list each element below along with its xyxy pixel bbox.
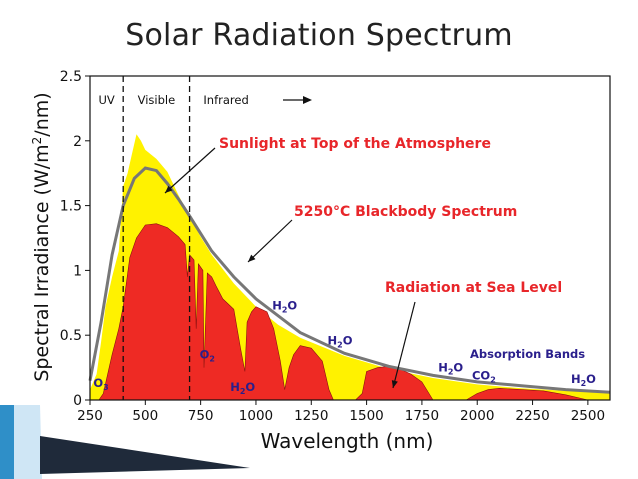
absorption-band-label: H2O — [272, 298, 297, 314]
x-tick-label: 2250 — [515, 408, 549, 424]
annotation-sea-level-label: Radiation at Sea Level — [385, 280, 562, 296]
region-label-uv: UV — [98, 93, 114, 107]
y-tick-label: 1 — [73, 263, 82, 279]
y-tick-label: 2.5 — [60, 69, 82, 85]
y-axis-label: Spectral Irradiance (W/m2/nm) — [30, 92, 53, 381]
absorption-band-label: H2O — [328, 333, 353, 349]
series-line-blackbody — [88, 166, 611, 394]
x-tick-label: 1500 — [349, 408, 383, 424]
y-tick-label: 2 — [73, 134, 82, 150]
x-tick-label: 2500 — [571, 408, 605, 424]
absorption-band-label: CO2 — [472, 368, 496, 384]
absorption-bands-title: Absorption Bands — [470, 347, 585, 361]
slide-title: Solar Radiation Spectrum — [125, 18, 513, 53]
plot-area: UV Visible Infrared — [88, 75, 611, 401]
y-tick-label: 0 — [73, 393, 82, 409]
annotation-blackbody-arrowhead — [248, 254, 256, 262]
annotation-blackbody-label: 5250°C Blackbody Spectrum — [294, 204, 517, 220]
x-tick-label: 2000 — [460, 408, 494, 424]
x-tick-label: 1250 — [294, 408, 328, 424]
annotation-top-of-atmosphere-label: Sunlight at Top of the Atmosphere — [219, 136, 491, 152]
annotations: Sunlight at Top of the Atmosphere 5250°C … — [93, 136, 596, 396]
region-layer: UV Visible Infrared — [98, 76, 312, 400]
x-tick-label: 250 — [77, 408, 103, 424]
y-tick-label: 1.5 — [60, 199, 82, 215]
absorption-band-label: H2O — [571, 372, 596, 388]
absorption-band-label: O2 — [200, 348, 215, 364]
plot-frame — [89, 75, 611, 401]
absorption-band-label: H2O — [438, 360, 463, 376]
y-tick-label: 0.5 — [60, 328, 82, 344]
x-tick-label: 500 — [132, 408, 158, 424]
annotation-sea-level-arrowhead — [391, 380, 398, 388]
absorption-band-label: O3 — [93, 376, 108, 392]
annotation-sea-level-arrow — [392, 301, 416, 389]
region-label-visible: Visible — [138, 93, 176, 107]
x-tick-label: 750 — [188, 408, 214, 424]
annotation-blackbody-arrow — [247, 219, 293, 263]
x-axis-label: Wavelength (nm) — [261, 429, 434, 453]
x-tick-label: 1750 — [405, 408, 439, 424]
absorption-band-label: H2O — [230, 380, 255, 396]
annotation-top-of-atmosphere-arrowhead — [165, 185, 173, 193]
region-label-infrared: Infrared — [203, 93, 248, 107]
annotation-top-of-atmosphere-arrow — [164, 147, 216, 194]
x-tick-label: 1000 — [239, 408, 273, 424]
axes: 250 500 750 1000 1250 1500 1750 2000 2250 2500 0 0.… — [60, 69, 605, 424]
infrared-arrow-head — [303, 96, 312, 104]
